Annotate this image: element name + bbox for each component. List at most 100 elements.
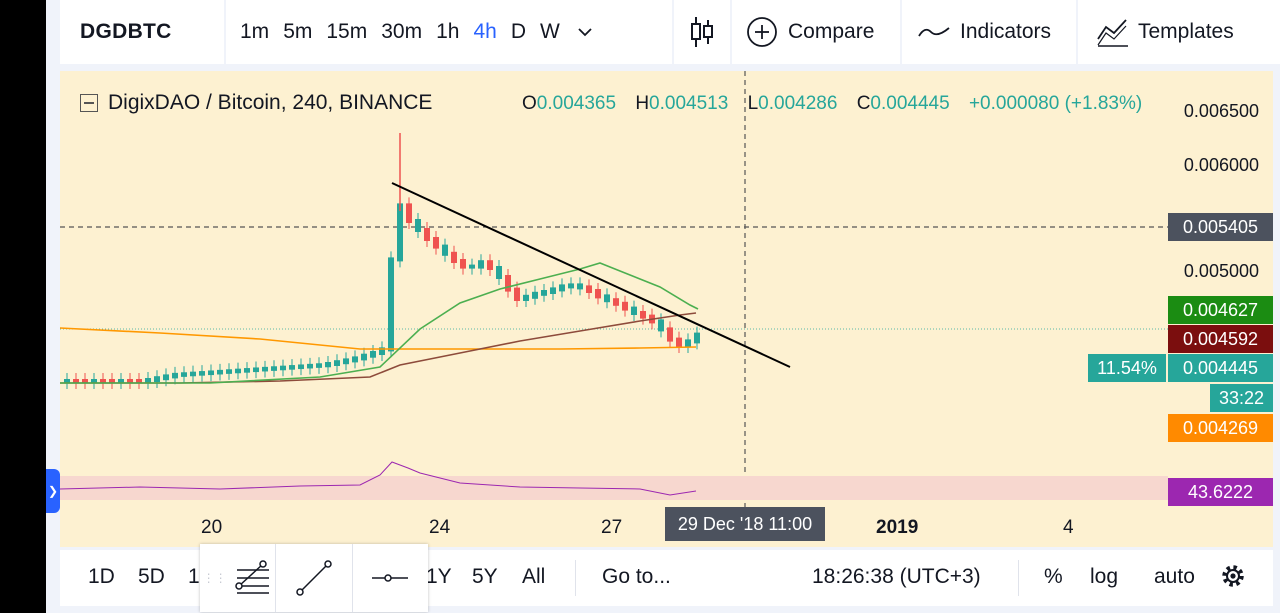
candle (226, 369, 232, 374)
range-5d[interactable]: 5D (138, 565, 165, 588)
candle (361, 353, 367, 361)
symbol-search[interactable]: DGDBTC (60, 0, 224, 64)
candle (568, 283, 574, 289)
candle (460, 259, 466, 269)
drawing-tool-trend-line[interactable] (276, 544, 353, 612)
candle (559, 284, 565, 292)
price-chart[interactable]: DigixDAO / Bitcoin, 240, BINANCE O0.0043… (60, 71, 1273, 547)
interval-15m[interactable]: 15m (326, 20, 368, 43)
candle (478, 260, 484, 269)
candle (622, 301, 628, 311)
interval-30m[interactable]: 30m (381, 20, 423, 43)
candle (514, 287, 520, 301)
clock-timezone[interactable]: 18:26:38 (UTC+3) (812, 565, 981, 588)
candlestick-series (64, 133, 700, 389)
candle (676, 337, 682, 347)
auto-scale-toggle[interactable]: auto (1154, 565, 1195, 588)
candle (451, 251, 457, 263)
gear-icon[interactable] (1220, 563, 1246, 595)
rsi-value-tag: 43.6222 (1168, 478, 1273, 506)
interval-4h[interactable]: 4h (473, 20, 497, 43)
indicators-button[interactable]: Indicators (902, 0, 1076, 64)
interval-1m[interactable]: 1m (240, 20, 270, 43)
indicator-wave-icon (918, 22, 950, 42)
compare-button[interactable]: Compare (732, 0, 900, 64)
candle (343, 358, 349, 365)
drag-handle-icon: ⋮⋮ (202, 571, 227, 585)
open-key: O (522, 93, 537, 114)
percent-scale-toggle[interactable]: % (1044, 565, 1063, 588)
candle (307, 363, 313, 369)
templates-icon (1096, 17, 1130, 47)
chart-title: DigixDAO / Bitcoin, 240, BINANCE (108, 91, 433, 114)
last-price-tag: 0.004445 (1168, 354, 1273, 382)
range-5y[interactable]: 5Y (472, 565, 498, 588)
expand-panel-handle[interactable]: ❯ (46, 469, 60, 513)
chart-type-button[interactable] (674, 0, 730, 64)
candle (190, 371, 196, 377)
close-key: C (856, 93, 871, 114)
chevron-down-icon[interactable] (578, 27, 592, 37)
ma-red-tag: 0.004592 (1168, 325, 1273, 353)
drawing-tool-horizontal-ray[interactable] (353, 544, 428, 612)
range-all[interactable]: All (522, 565, 546, 588)
candle (685, 339, 691, 347)
interval-selector: 1m 5m 15m 30m 1h 4h D W (226, 0, 672, 64)
top-toolbar: DGDBTC 1m 5m 15m 30m 1h 4h D W Compare (46, 0, 1280, 64)
candle (550, 287, 556, 294)
candle (541, 290, 547, 296)
x-label-27: 27 (601, 517, 623, 538)
close-value: 0.004445 (870, 93, 950, 114)
rsi-pane (60, 476, 1168, 500)
candle (127, 379, 133, 383)
ma-green-tag: 0.004627 (1168, 296, 1273, 324)
candle (415, 219, 421, 232)
horizontal-ray-icon (372, 574, 409, 582)
candle (631, 306, 637, 315)
candle (532, 291, 538, 299)
candle (388, 257, 394, 352)
trend-line[interactable] (391, 182, 791, 368)
candle (244, 368, 250, 373)
candle (442, 244, 448, 256)
range-partial[interactable]: 1 (188, 565, 200, 588)
candles-icon (689, 15, 715, 49)
bar-countdown: 33:22 (1210, 384, 1273, 412)
candle (199, 371, 205, 376)
candle (397, 203, 403, 262)
interval-5m[interactable]: 5m (283, 20, 313, 43)
price-change: +0.000080 (+1.83%) (968, 93, 1143, 114)
interval-1h[interactable]: 1h (436, 20, 460, 43)
crosshair-date-tag: 29 Dec '18 11:00 (665, 507, 825, 541)
compare-label: Compare (788, 20, 875, 43)
drawing-tool-fib[interactable]: ⋮⋮ (200, 544, 277, 612)
candle (100, 379, 106, 383)
candle (64, 379, 70, 383)
candle (496, 266, 502, 279)
high-value: 0.004513 (649, 93, 729, 114)
y-label-6000: 0.006000 (1183, 155, 1259, 175)
interval-w[interactable]: W (539, 20, 560, 43)
candle (145, 378, 151, 383)
interval-d[interactable]: D (510, 20, 526, 43)
candle (253, 367, 259, 373)
rsi-line (60, 461, 697, 496)
candle (91, 379, 97, 383)
templates-button[interactable]: Templates (1078, 0, 1280, 64)
candle (379, 347, 385, 355)
x-label-20: 20 (201, 517, 223, 538)
candle (658, 319, 664, 332)
range-1d[interactable]: 1D (88, 565, 115, 588)
collapse-legend-icon[interactable] (80, 94, 98, 112)
log-scale-toggle[interactable]: log (1090, 565, 1119, 588)
plot-area[interactable] (60, 71, 1273, 547)
ma-green-line (60, 262, 699, 384)
range-1y[interactable]: 1Y (426, 565, 452, 588)
candle (181, 372, 187, 377)
candle (613, 298, 619, 306)
y-label-5000: 0.005000 (1183, 261, 1259, 281)
candle (298, 364, 304, 370)
low-key: L (747, 93, 759, 114)
goto-date-button[interactable]: Go to... (602, 565, 671, 588)
trading-app: DGDBTC 1m 5m 15m 30m 1h 4h D W Compare (46, 0, 1280, 613)
